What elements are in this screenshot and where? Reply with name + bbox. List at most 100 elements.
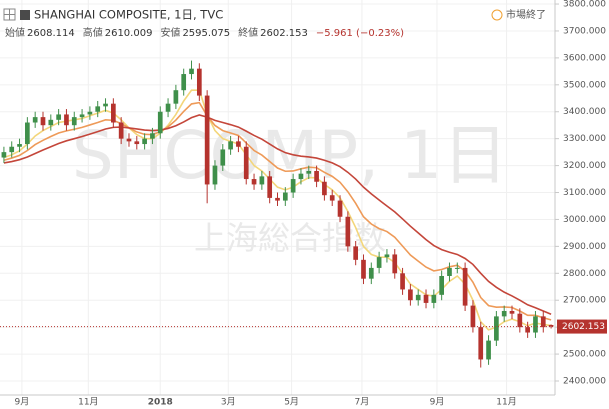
x-tick-label: 3月 <box>221 397 236 408</box>
candle-body <box>95 106 101 112</box>
y-tick-label: 2500.000 <box>563 350 606 360</box>
change-label: −5.961 (−0.23%) <box>316 28 404 39</box>
candle-body <box>189 68 194 75</box>
candle-body <box>376 257 382 268</box>
ribbon-line <box>3 114 552 315</box>
plot <box>0 60 555 368</box>
candle-body <box>384 254 390 258</box>
candle-body <box>329 195 335 201</box>
x-tick-label: 2018 <box>148 398 173 408</box>
candle-body <box>509 310 515 314</box>
x-tick-label: 11月 <box>78 397 98 408</box>
candle-body <box>415 294 421 301</box>
y-tick-label: 2800.000 <box>563 269 606 279</box>
candle-body <box>173 90 179 104</box>
candle-body <box>40 117 46 126</box>
last-price-tag <box>557 319 607 334</box>
last-price-label: 2602.153 <box>562 322 605 332</box>
axes: 2400.0002500.0002600.0002700.0002800.000… <box>15 0 607 408</box>
candle-body <box>165 103 171 112</box>
candle-body <box>251 179 257 185</box>
candle-body <box>71 117 77 126</box>
candle-body <box>548 324 554 327</box>
ohlc-value: 2608.114 <box>27 28 75 39</box>
y-tick-label: 3300.000 <box>563 134 606 144</box>
candle-body <box>56 114 61 120</box>
candle-body <box>290 179 296 193</box>
candle-body <box>478 327 484 360</box>
candle-body <box>181 74 187 91</box>
y-tick-label: 3500.000 <box>563 80 606 90</box>
y-tick-label: 3100.000 <box>563 188 606 198</box>
grid <box>0 0 555 395</box>
status-icon <box>491 9 503 21</box>
symbol-icon <box>20 10 30 20</box>
candle-body <box>196 68 202 96</box>
candle-body <box>64 114 69 126</box>
ohlc-value: 2602.153 <box>260 28 308 39</box>
y-tick-label: 2700.000 <box>563 296 606 306</box>
candle-body <box>298 173 304 180</box>
candle-body <box>501 310 507 317</box>
x-tick-label: 7月 <box>355 397 370 408</box>
header: SHANGHAI COMPOSITE, 1日, TVC 市場終了 始値 2608.… <box>3 8 546 39</box>
candle-body <box>25 122 30 145</box>
candle-body <box>103 103 108 107</box>
ohlc-value: 2595.075 <box>182 28 230 39</box>
candle-body <box>259 176 265 185</box>
x-tick-label: 9月 <box>15 397 30 408</box>
ohlc-label: 高値 <box>83 26 103 39</box>
y-tick-label: 2900.000 <box>563 242 606 252</box>
candle-body <box>486 340 491 360</box>
candle-body <box>142 138 147 145</box>
y-tick-label: 3600.000 <box>563 53 606 63</box>
candle-body <box>431 294 437 303</box>
ribbon-line <box>3 89 552 331</box>
candle-body <box>408 289 413 301</box>
candle-body <box>392 254 398 274</box>
candle-body <box>447 267 452 276</box>
market-status: 市場終了 <box>506 8 546 21</box>
candle-body <box>322 181 327 196</box>
candle-body <box>9 146 15 153</box>
x-tick-label: 5月 <box>284 397 299 408</box>
candle-body <box>470 305 476 328</box>
y-axis-panel <box>555 0 609 409</box>
y-tick-label: 3400.000 <box>563 107 606 117</box>
candle-body <box>368 267 374 279</box>
x-tick-label: 9月 <box>430 397 445 408</box>
ohlc-label: 始値 <box>5 26 25 39</box>
candle-body <box>337 200 343 217</box>
candle-body <box>462 267 468 306</box>
candle-body <box>267 176 273 198</box>
candle-body <box>212 165 218 185</box>
candle-body <box>204 95 210 185</box>
candle-body <box>17 144 22 147</box>
candle-body <box>494 316 499 341</box>
candle-body <box>87 111 93 115</box>
candle-body <box>32 117 38 123</box>
candle-body <box>150 133 155 139</box>
ohlc-label: 安値 <box>160 26 180 39</box>
candle-body <box>126 138 132 142</box>
candle-body <box>79 114 85 118</box>
ohlc-label: 終値 <box>238 26 258 39</box>
candle-body <box>282 192 288 201</box>
ribbon-line <box>3 101 552 321</box>
y-tick-label: 3000.000 <box>563 215 606 225</box>
y-tick-label: 2400.000 <box>563 376 606 386</box>
candle-body <box>517 313 523 328</box>
candle-body <box>306 170 312 174</box>
y-tick-label: 3800.000 <box>563 0 606 10</box>
candle-body <box>314 170 319 182</box>
x-axis-panel <box>0 395 555 409</box>
candle-body <box>134 141 140 145</box>
candle-body <box>353 246 359 260</box>
candle-body <box>423 294 429 303</box>
candle-body <box>118 122 124 139</box>
candle-body <box>220 149 226 166</box>
candle-body <box>345 216 351 247</box>
candle-body <box>439 275 444 295</box>
